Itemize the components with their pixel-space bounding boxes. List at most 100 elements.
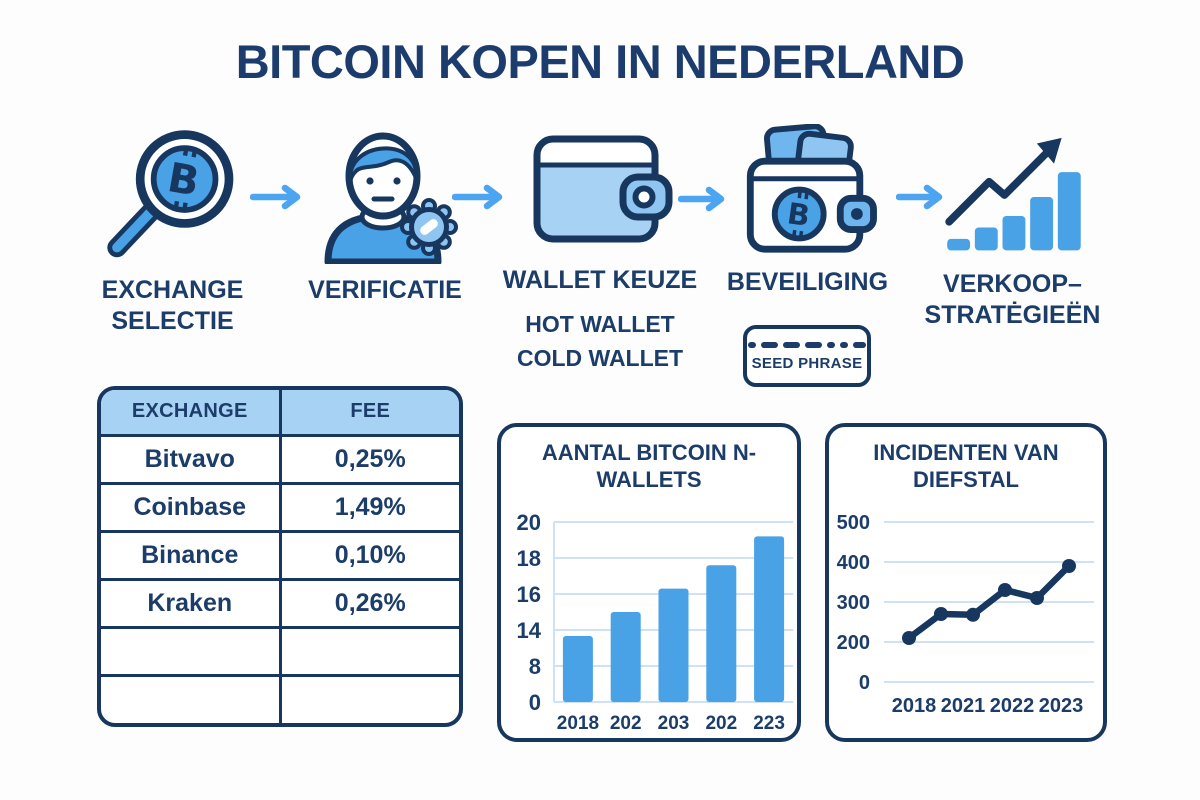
step-label-line: WALLET KEUZE [502,266,698,294]
data-point [934,607,948,621]
line-chart-title: INCIDENTEN VAN DIEFSTAL [829,440,1103,494]
y-tick-label: 500 [837,512,870,534]
table-cell [101,625,282,677]
person-gear-icon [290,124,480,269]
wallets-bar-chart-card: AANTAL BITCOIN N- WALLETS 20 18 16 14 8 0 2018… [497,423,801,742]
seed-dashes-icon [748,342,866,348]
x-tick-label: 2022 [990,695,1035,717]
wallet-type-subtext: HOT WALLET COLD WALLET [495,308,705,375]
table-cell: 0,26% [278,577,459,629]
seed-phrase-label: SEED PHRASE [751,355,863,372]
exchange-fee-table: EXCHANGE FEE Bitvavo 0,25% Coinbase 1,49% Bi… [97,386,463,727]
bar [706,565,737,702]
hot-wallet-label: HOT WALLET [525,311,675,338]
x-tick-label: 202 [610,713,642,734]
table-cell [278,625,459,677]
step-beveiliging: B BEVEILIGING [710,123,905,298]
fee-column-header: FEE [278,390,459,437]
step-label-line: STRATĖGIEËN [924,301,1101,330]
seed-dash [805,342,822,348]
seed-dash [840,342,848,348]
table-row [101,673,459,723]
wallet-icon [495,128,705,259]
y-tick-label: 400 [837,552,870,574]
svg-text:B: B [785,196,812,233]
data-point [966,607,980,622]
step-label: WALLET KEUZE [495,265,705,296]
y-tick-label: 0 [859,672,870,694]
bar-chart-title-line: AANTAL BITCOIN N- [541,440,757,465]
table-cell: Binance [101,529,282,581]
step-wallet-keuze: WALLET KEUZE HOT WALLET COLD WALLET [495,128,705,375]
table-cell: 1,49% [278,481,459,533]
step-label: VERIFICATIE [290,275,480,306]
line-chart-title-line: DIEFSTAL [913,466,1019,492]
x-tick-label: 202 [705,713,737,734]
y-tick-label: 8 [529,654,541,679]
growth-chart-icon [915,134,1110,263]
x-tick-label: 223 [753,713,785,734]
step-label: VERKOOP– STRATĖGIEËN [915,269,1110,332]
bar [562,636,593,702]
table-row: Kraken 0,26% [101,577,459,629]
step-label: EXCHANGE SELECTIE [60,275,285,338]
step-label-line: SELECTIE [111,307,234,336]
seed-phrase-badge: SEED PHRASE [743,325,871,387]
step-label-line: BEVEILIGING [726,268,889,296]
page-title: BITCOIN KOPEN IN NEDERLAND [235,35,965,88]
flow-arrow-icon [677,186,726,217]
seed-dash [783,342,800,348]
table-cell [278,673,459,723]
table-cell: Kraken [101,577,282,629]
bar [610,612,641,702]
flow-arrow-icon [895,184,944,215]
data-point [1030,591,1044,605]
step-label-line: EXCHANGE [101,276,244,304]
flow-arrow-icon [249,184,302,215]
y-tick-label: 300 [837,592,870,614]
x-tick-label: 2023 [1039,695,1084,717]
data-point [902,631,916,645]
line-chart-plot: 500 400 300 200 0 2018 2021 2022 2023 [829,511,1111,751]
step-label-line: VERIFICATIE [308,276,462,304]
bar-chart-plot: 20 18 16 14 8 0 2018 202 203 202 223 [501,510,805,751]
table-cell: 0,25% [278,433,459,485]
line-chart-svg: 500 400 300 200 0 2018 2021 2022 2023 [837,512,1094,717]
theft-line-chart-card: INCIDENTEN VAN DIEFSTAL 500 400 300 200 0 201… [825,423,1107,742]
seed-dash [827,342,835,348]
seed-dash [761,342,778,348]
step-verificatie: VERIFICATIE [290,124,480,306]
data-point [1062,559,1076,573]
x-tick-label: 2021 [941,695,986,717]
table-cell: Coinbase [101,481,282,533]
step-verkoop-strategieen: VERKOOP– STRATĖGIEËN [915,134,1110,332]
flow-arrow-icon [451,184,504,215]
x-tick-label: 2018 [892,695,937,717]
cold-wallet-label: COLD WALLET [516,344,684,371]
secure-wallet-icon: B [710,123,905,261]
table-row: Binance 0,10% [101,529,459,581]
table-header-row: EXCHANGE FEE [101,390,459,437]
y-tick-label: 16 [517,582,541,607]
table-cell [101,673,282,723]
bar [754,536,785,702]
seed-dash [853,342,866,348]
magnifier-bitcoin-icon: B [60,124,285,269]
data-point [998,583,1012,597]
line-chart-title-line: INCIDENTEN VAN [873,440,1059,465]
seed-dash [748,342,756,348]
y-tick-label: 14 [517,618,542,643]
table-row: Bitvavo 0,25% [101,433,459,485]
x-tick-label: 2018 [557,713,599,734]
table-cell: Bitvavo [101,433,282,485]
bar [658,588,689,702]
table-row [101,625,459,677]
exchange-column-header: EXCHANGE [101,390,282,437]
y-tick-label: 18 [517,546,541,571]
step-label-line: VERKOOP– [943,270,1082,298]
bar-chart-title-line: WALLETS [596,466,702,492]
y-tick-label: 0 [529,690,541,715]
step-exchange-selectie: B EXCHANGE SELECTIE [60,124,285,338]
